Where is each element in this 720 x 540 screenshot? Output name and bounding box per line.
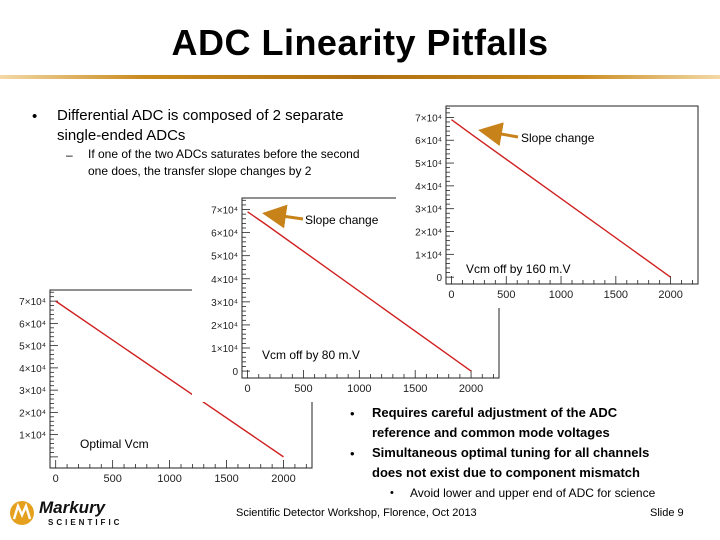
y-tick-label: 7×10⁴ xyxy=(19,297,46,308)
annotation-slope-change-top: Slope change xyxy=(521,131,595,145)
x-tick-label: 1000 xyxy=(157,473,181,485)
y-tick-label: 0 xyxy=(232,367,238,378)
y-tick-label: 3×10⁴ xyxy=(415,205,442,216)
right-sub-bullet-text: Avoid lower and upper end of ADC for sci… xyxy=(410,486,656,500)
x-tick-label: 1500 xyxy=(214,473,238,485)
series-line xyxy=(55,300,284,458)
y-tick-label: 6×10⁴ xyxy=(19,319,46,330)
logo-name: Markury xyxy=(39,498,107,517)
y-tick-label: 6×10⁴ xyxy=(211,229,238,240)
y-tick-label: 2×10⁴ xyxy=(19,408,46,419)
y-tick-label: 0 xyxy=(436,273,442,284)
y-tick-label: 3×10⁴ xyxy=(211,298,238,309)
slide-number: Slide 9 xyxy=(650,507,684,519)
x-tick-label: 0 xyxy=(448,289,454,301)
title-rule xyxy=(0,75,720,79)
y-tick-label: 5×10⁴ xyxy=(211,252,238,263)
sub-bullet-1-glyph: – xyxy=(66,148,73,162)
y-tick-label: 5×10⁴ xyxy=(19,342,46,353)
y-tick-label: 1×10⁴ xyxy=(415,250,442,261)
right-sub-bullet-glyph: • xyxy=(390,487,394,499)
annotation-vcm-80: Vcm off by 80 m.V xyxy=(262,348,360,362)
x-tick-label: 500 xyxy=(497,289,515,301)
annotation-optimal: Optimal Vcm xyxy=(80,437,149,451)
y-tick-label: 4×10⁴ xyxy=(211,275,238,286)
bullet-1-text: Differential ADC is composed of 2 separa… xyxy=(57,107,344,144)
plot-frame xyxy=(445,105,699,285)
plot-vcm-160: 0 500 1000 1500 2000 0 1×10⁴ 2×10⁴ 3×10⁴ 4×10⁴ 5×1… xyxy=(396,98,706,308)
x-tick-label: 1500 xyxy=(403,383,427,395)
y-tick-label: 4×10⁴ xyxy=(415,182,442,193)
sub-bullet-1-text: If one of the two ADCs saturates before … xyxy=(88,147,360,178)
x-tick-label: 2000 xyxy=(459,383,483,395)
right-bullet-2-glyph: • xyxy=(350,446,355,461)
x-tick-label: 1500 xyxy=(604,289,628,301)
right-bullet-1-text: Requires careful adjustment of the ADC r… xyxy=(372,405,618,440)
right-bullet-1-glyph: • xyxy=(350,406,355,421)
x-tick-label: 1000 xyxy=(549,289,573,301)
y-tick-label: 4×10⁴ xyxy=(19,364,46,375)
plot-vcm-160-svg: 0 500 1000 1500 2000 0 1×10⁴ 2×10⁴ 3×10⁴ 4×10⁴ 5×1… xyxy=(415,105,699,301)
y-tick-label: 2×10⁴ xyxy=(415,228,442,239)
y-tick-label: 1×10⁴ xyxy=(19,431,46,442)
logo-mark-icon: Markury SCIENTIFIC xyxy=(10,498,122,527)
slide-title: ADC Linearity Pitfalls xyxy=(171,22,549,63)
x-tick-label: 0 xyxy=(245,383,251,395)
footer-text: Scientific Detector Workshop, Florence, … xyxy=(236,507,477,519)
x-tick-label: 0 xyxy=(53,473,59,485)
annotation-slope-change-mid: Slope change xyxy=(305,213,379,227)
series-line xyxy=(451,119,672,278)
y-tick-label: 7×10⁴ xyxy=(415,113,442,124)
x-tick-label: 500 xyxy=(103,473,121,485)
x-tick-label: 2000 xyxy=(658,289,682,301)
y-tick-label: 6×10⁴ xyxy=(415,136,442,147)
bullet-1-glyph: • xyxy=(32,108,38,125)
y-tick-label: 2×10⁴ xyxy=(211,321,238,332)
right-bullet-2-text: Simultaneous optimal tuning for all chan… xyxy=(372,445,650,480)
x-tick-label: 1000 xyxy=(347,383,371,395)
y-tick-label: 1×10⁴ xyxy=(211,344,238,355)
markury-logo: Markury SCIENTIFIC xyxy=(8,496,133,535)
annotation-vcm-160: Vcm off by 160 m.V xyxy=(466,262,571,276)
y-tick-label: 3×10⁴ xyxy=(19,386,46,397)
x-tick-label: 500 xyxy=(294,383,312,395)
y-tick-label: 7×10⁴ xyxy=(211,206,238,217)
y-tick-label: 5×10⁴ xyxy=(415,159,442,170)
x-tick-label: 2000 xyxy=(271,473,295,485)
logo-subtitle: SCIENTIFIC xyxy=(48,518,122,527)
